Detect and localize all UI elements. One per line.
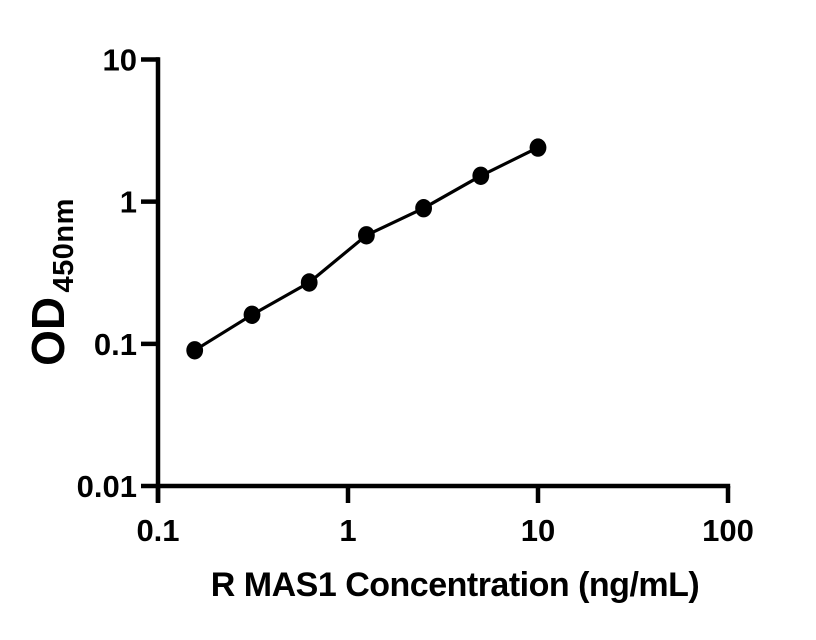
x-tick-label: 1 [339,513,356,548]
data-point-marker [186,341,204,360]
y-tick-label: 0.01 [77,469,137,504]
x-tick-label: 10 [521,513,555,548]
data-point-marker [358,226,375,245]
y-tick-label: 1 [120,185,137,220]
y-axis-title-main: OD [22,297,74,366]
y-axis-title: OD 450nm [22,198,80,366]
data-point-marker [243,305,261,324]
x-tick-label: 0.1 [136,513,179,548]
y-tick-label: 0.1 [94,327,137,362]
y-axis-title-subscript: 450nm [48,198,80,292]
x-tick-label: 100 [702,513,754,548]
data-point-marker [472,166,490,185]
y-axis-ticks: 0.01 0.1 1 10 [77,43,159,504]
x-axis-ticks: 0.1 1 10 100 [136,486,754,548]
y-tick-label: 10 [103,43,137,78]
data-points [186,138,547,360]
data-point-marker [300,273,318,292]
x-axis-title: R MAS1 Concentration (ng/mL) [211,566,699,604]
data-point-marker [415,199,432,218]
data-point-marker [529,138,547,157]
